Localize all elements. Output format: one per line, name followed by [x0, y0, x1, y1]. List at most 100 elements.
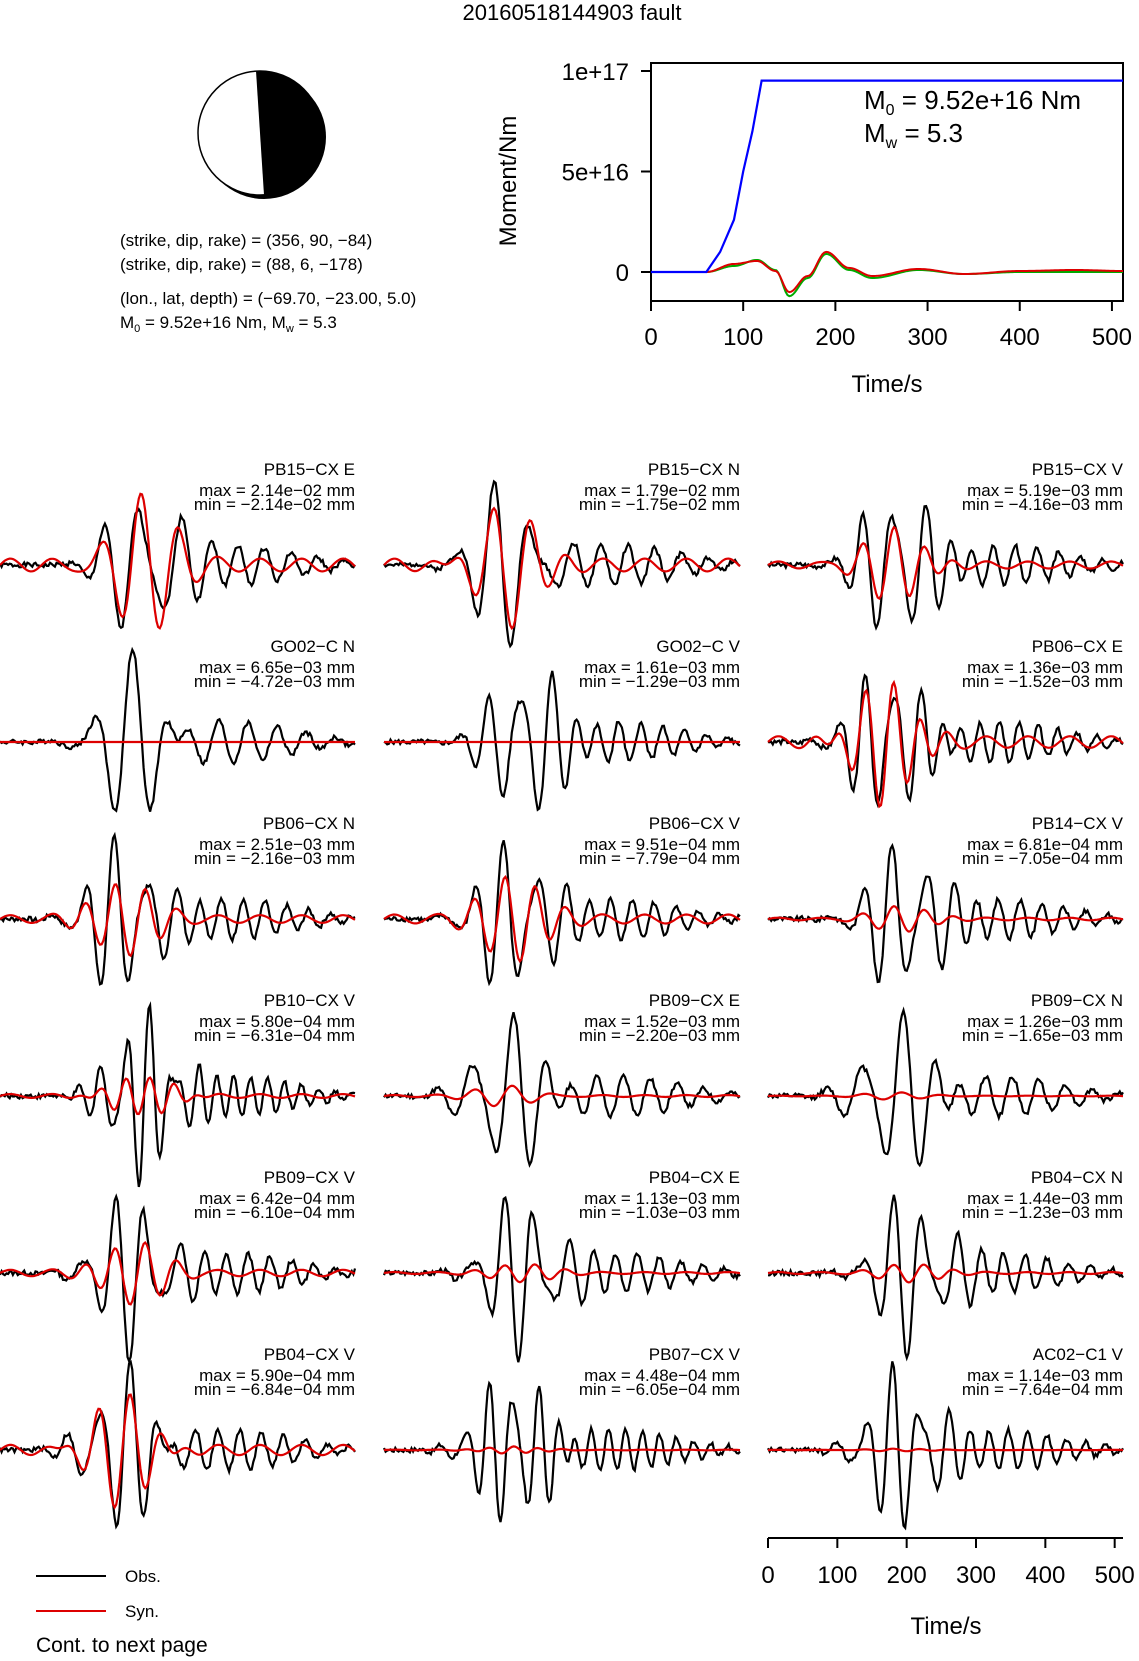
- moment-x-label: Time/s: [851, 371, 922, 398]
- waveform-time-axis: 0 100 200 300 400 500: [761, 1537, 1135, 1589]
- observed-trace: [767, 1006, 1124, 1168]
- station-min: min = −2.14e−02 mm: [194, 495, 355, 514]
- station-min: min = −6.31e−04 mm: [194, 1026, 355, 1045]
- moment-x-axis: 0 100 200 300 400 500: [644, 301, 1132, 351]
- synthetic-trace: [767, 905, 1124, 933]
- observed-trace: [767, 842, 1124, 984]
- station-max: max = 1.61e−03 mm: [584, 658, 740, 677]
- station-max: max = 1.52e−03 mm: [584, 1012, 740, 1031]
- station-name: PB10−CX V: [264, 991, 356, 1010]
- station-min: min = −4.16e−03 mm: [962, 495, 1123, 514]
- station-min: min = −1.75e−02 mm: [579, 495, 740, 514]
- station-min: min = −1.29e−03 mm: [579, 672, 740, 691]
- station-max: max = 6.42e−04 mm: [199, 1189, 355, 1208]
- moment-ytick-label: 1e+17: [562, 59, 629, 86]
- beachball-compressional: [256, 70, 323, 195]
- legend-obs-label: Obs.: [125, 1567, 161, 1586]
- synthetic-trace: [0, 1393, 356, 1510]
- station-max: max = 2.14e−02 mm: [199, 481, 355, 500]
- focal-line-4: M0 = 9.52e+16 Nm, Mw = 5.3: [120, 313, 337, 335]
- observed-trace: [0, 1359, 356, 1530]
- station-max: max = 9.51e−04 mm: [584, 835, 740, 854]
- moment-y-axis: 0 5e+16 1e+17: [562, 59, 651, 287]
- synthetic-trace: [383, 1084, 741, 1108]
- synthetic-trace: [0, 1076, 356, 1116]
- focal-line-1: (strike, dip, rake) = (356, 90, −84): [120, 231, 372, 250]
- moment-ytick-label: 0: [616, 260, 629, 287]
- station-max: max = 1.44e−03 mm: [967, 1189, 1123, 1208]
- station-max: max = 5.90e−04 mm: [199, 1366, 355, 1385]
- observed-trace: [0, 1193, 357, 1365]
- synthetic-trace: [0, 883, 356, 958]
- station-name: PB04−CX V: [264, 1345, 356, 1364]
- station-max: max = 6.81e−04 mm: [967, 835, 1123, 854]
- moment-xtick-label: 300: [908, 324, 948, 351]
- station-name: GO02−C V: [656, 637, 740, 656]
- station-name: PB15−CX V: [1032, 460, 1124, 479]
- station-name: PB04−CX E: [649, 1168, 740, 1187]
- legend-syn-label: Syn.: [125, 1602, 159, 1621]
- moment-plot-frame: [650, 62, 1124, 302]
- moment-xtick-label: 500: [1092, 324, 1132, 351]
- station-max: max = 1.13e−03 mm: [584, 1189, 740, 1208]
- continuation-note: Cont. to next page: [36, 1634, 208, 1657]
- observed-trace: [383, 670, 741, 812]
- observed-trace: [382, 1380, 741, 1523]
- observed-trace: [382, 1195, 741, 1363]
- waveform-xtick-label: 100: [817, 1562, 857, 1589]
- synthetic-trace: [383, 1445, 741, 1455]
- station-name: PB14−CX V: [1032, 814, 1124, 833]
- station-name: PB15−CX E: [264, 460, 355, 479]
- moment-xtick-label: 200: [815, 324, 855, 351]
- observed-trace: [0, 507, 356, 630]
- moment-m0-annotation: M0 = 9.52e+16 Nm: [864, 85, 1081, 119]
- moment-rate-red-line: [651, 250, 1124, 294]
- moment-xtick-label: 0: [644, 324, 657, 351]
- observed-trace: [383, 1012, 741, 1168]
- waveform-xtick-label: 200: [887, 1562, 927, 1589]
- station-min: min = −7.05e−04 mm: [962, 849, 1123, 868]
- waveform-x-label: Time/s: [910, 1613, 981, 1640]
- station-name: PB06−CX V: [649, 814, 741, 833]
- station-name: AC02−C1 V: [1033, 1345, 1124, 1364]
- station-name: PB15−CX N: [648, 460, 740, 479]
- station-max: max = 5.80e−04 mm: [199, 1012, 355, 1031]
- synthetic-trace: [0, 492, 356, 630]
- station-max: max = 6.65e−03 mm: [199, 658, 355, 677]
- figure-title: 20160518144903 fault: [463, 0, 682, 25]
- synthetic-trace: [383, 874, 741, 964]
- station-name: PB09−CX E: [649, 991, 740, 1010]
- station-min: min = −6.05e−04 mm: [579, 1380, 740, 1399]
- focal-line-2: (strike, dip, rake) = (88, 6, −178): [120, 255, 363, 274]
- focal-line-3: (lon., lat, depth) = (−69.70, −23.00, 5.…: [120, 289, 416, 308]
- station-min: min = −2.20e−03 mm: [579, 1026, 740, 1045]
- station-max: max = 2.51e−03 mm: [199, 835, 355, 854]
- moment-xtick-label: 400: [1000, 324, 1040, 351]
- station-name: PB09−CX N: [1031, 991, 1123, 1010]
- waveform-xtick-label: 0: [761, 1562, 774, 1589]
- station-name: PB04−CX N: [1031, 1168, 1123, 1187]
- moment-y-label: Moment/Nm: [495, 116, 522, 247]
- station-name: PB06−CX N: [263, 814, 355, 833]
- cumulative-moment-line: [651, 79, 1123, 274]
- station-min: min = −6.84e−04 mm: [194, 1380, 355, 1399]
- waveform-xtick-label: 500: [1095, 1562, 1135, 1589]
- station-max: max = 5.19e−03 mm: [967, 481, 1123, 500]
- observed-trace: [0, 831, 356, 986]
- station-name: GO02−C N: [270, 637, 355, 656]
- station-min: min = −7.64e−04 mm: [962, 1380, 1123, 1399]
- moment-series: [651, 79, 1124, 298]
- synthetic-trace: [768, 1447, 1123, 1453]
